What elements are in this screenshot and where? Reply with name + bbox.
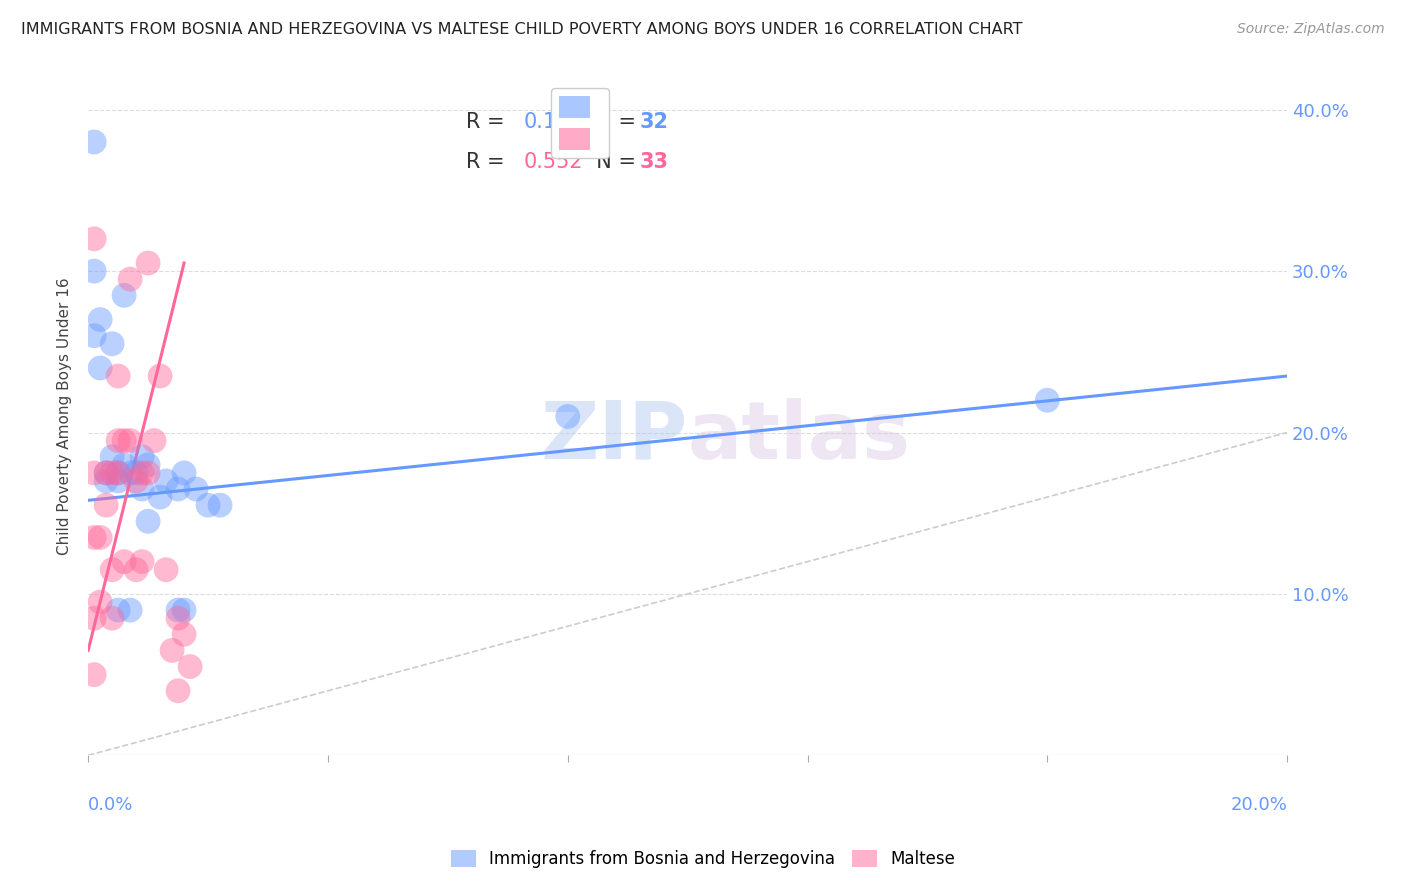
Point [101,450,124,464]
Text: R =: R = [465,153,510,172]
Point [83,328,105,343]
Point [179,659,201,673]
Point [107,466,129,480]
Point [89,312,111,326]
Point [208,498,231,512]
Point [149,369,172,384]
Point [89,361,111,376]
Text: Source: ZipAtlas.com: Source: ZipAtlas.com [1237,22,1385,37]
Point [155,563,177,577]
Text: IMMIGRANTS FROM BOSNIA AND HERZEGOVINA VS MALTESE CHILD POVERTY AMONG BOYS UNDER: IMMIGRANTS FROM BOSNIA AND HERZEGOVINA V… [21,22,1022,37]
Point [101,336,124,351]
Point [131,482,153,496]
Point [136,458,159,472]
Text: N =: N = [583,112,643,131]
Point [125,563,148,577]
Text: 0.123: 0.123 [523,112,583,131]
Point [197,498,219,512]
Point [83,611,105,625]
Point [107,474,129,488]
Text: atlas: atlas [688,398,911,475]
Point [120,466,142,480]
Point [83,264,105,278]
Y-axis label: Child Poverty Among Boys Under 16: Child Poverty Among Boys Under 16 [58,277,72,555]
Point [89,531,111,545]
Point [131,466,153,480]
Point [107,434,129,448]
Point [173,627,195,641]
Text: 20.0%: 20.0% [1230,796,1286,814]
Point [143,434,166,448]
Point [107,369,129,384]
Point [112,555,135,569]
Point [1036,393,1059,408]
Point [101,563,124,577]
Point [83,466,105,480]
Point [131,555,153,569]
Point [107,466,129,480]
Text: 32: 32 [640,112,669,131]
Legend: , : , [551,87,609,159]
Point [167,611,190,625]
Point [173,603,195,617]
Text: R =: R = [465,112,510,131]
Point [125,466,148,480]
Point [131,450,153,464]
Point [101,466,124,480]
Point [149,490,172,504]
Point [120,603,142,617]
Point [94,466,117,480]
Point [83,135,105,149]
Point [112,288,135,302]
Point [125,474,148,488]
Point [136,256,159,270]
Point [160,643,183,657]
Point [136,514,159,528]
Text: ZIP: ZIP [540,398,688,475]
Point [184,482,207,496]
Point [107,603,129,617]
Point [112,458,135,472]
Text: 0.0%: 0.0% [89,796,134,814]
Point [94,498,117,512]
Point [83,667,105,681]
Point [167,482,190,496]
Point [94,474,117,488]
Legend: Immigrants from Bosnia and Herzegovina, Maltese: Immigrants from Bosnia and Herzegovina, … [444,843,962,875]
Point [120,272,142,286]
Text: 33: 33 [640,153,669,172]
Point [83,531,105,545]
Point [120,434,142,448]
Point [136,466,159,480]
Point [83,232,105,246]
Point [155,474,177,488]
Point [167,683,190,698]
Point [167,603,190,617]
Point [173,466,195,480]
Point [112,434,135,448]
Point [101,611,124,625]
Point [94,466,117,480]
Text: N =: N = [583,153,643,172]
Point [89,595,111,609]
Point [557,409,579,424]
Text: 0.552: 0.552 [523,153,583,172]
